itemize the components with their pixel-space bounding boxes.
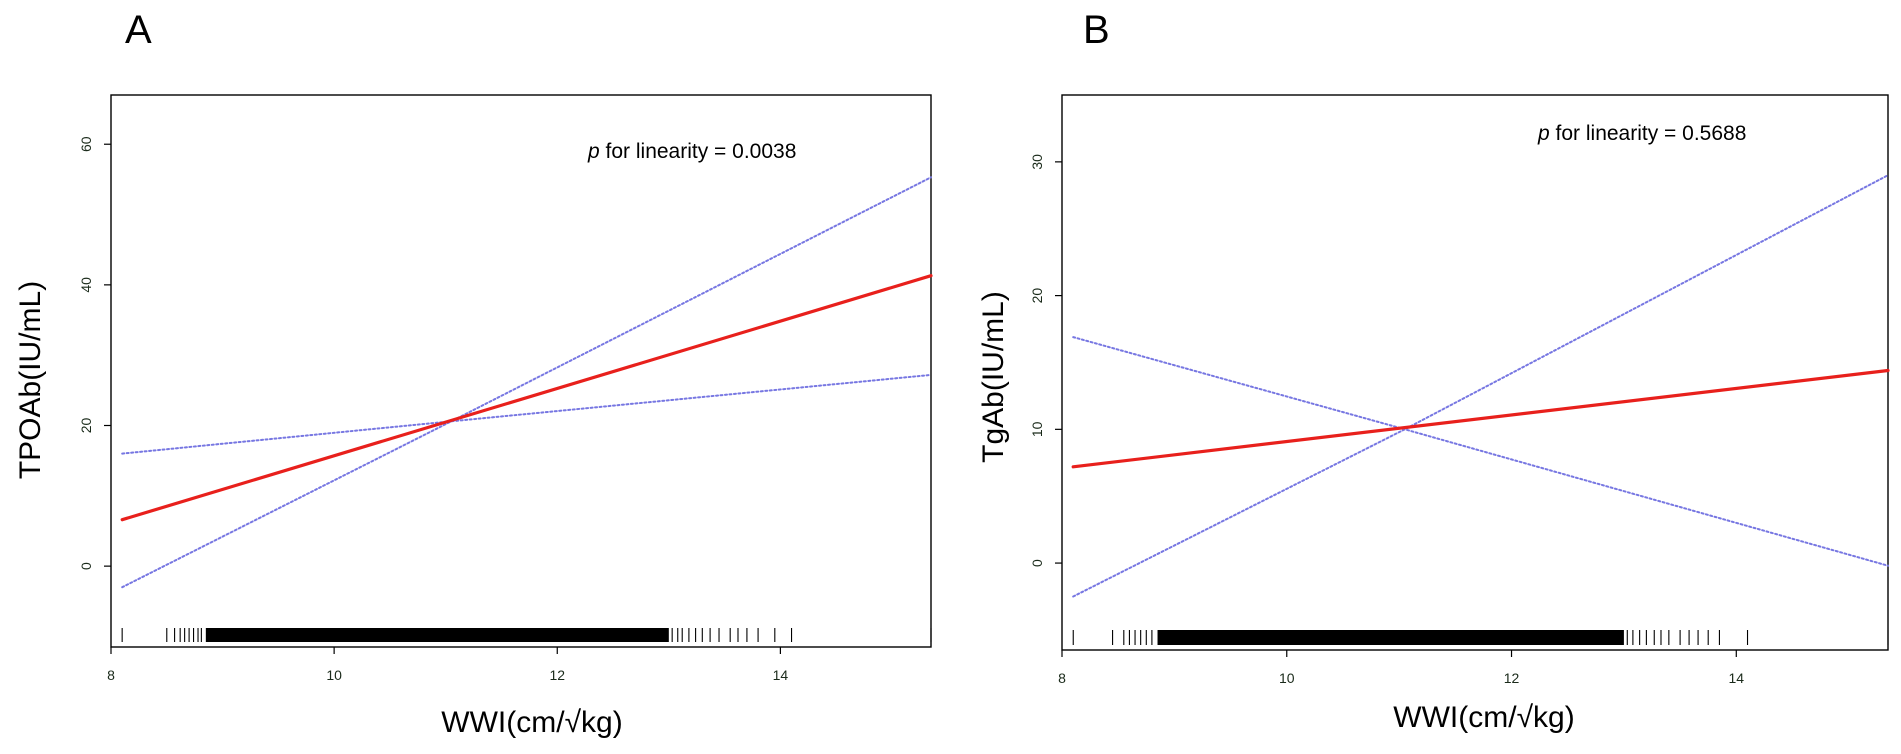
panel-a-x-axis-title: WWI(cm/√kg)	[441, 706, 622, 739]
panel-a-plot-frame	[110, 94, 932, 648]
panel-a-y-tick-label: 40	[78, 277, 94, 293]
panel-a-y-axis-title: TPOAb(IU/mL)	[14, 281, 47, 479]
panel-a-x-tick-label: 14	[773, 667, 789, 683]
panel-b-series	[1071, 174, 1890, 598]
panel-b-x-axis: 8 10 12 14	[1058, 650, 1744, 686]
panel-a-rug-dense-band	[205, 628, 669, 642]
panel-b-rug	[1072, 630, 1889, 645]
panel-b-x-tick-label: 8	[1058, 670, 1066, 686]
panel-b-estimate-line	[1071, 368, 1890, 469]
panel-b-lower-95-ci-line	[1072, 174, 1889, 598]
panel-a-x-tick-label: 12	[549, 667, 565, 683]
panel-a-linearity-annotation: p for linearity = 0.0038	[587, 140, 796, 163]
panel-a-y-tick-label: 20	[78, 417, 94, 433]
panel-b-y-tick-label: 10	[1029, 421, 1045, 437]
panel-b-y-tick-label: 0	[1029, 559, 1045, 567]
panel-a-rug	[121, 628, 932, 642]
panel-b-annotation-p: p	[1537, 122, 1550, 145]
panel-b-x-tick-label: 14	[1728, 670, 1744, 686]
panel-a-x-tick-label: 8	[107, 667, 115, 683]
panel-a-upper-95-ci-line	[121, 176, 932, 455]
panel-a-x-tick-label: 10	[326, 667, 342, 683]
panel-b-rug-dense-band	[1157, 630, 1624, 645]
panel-a: A 8 10 12 14 0 20 40 60 p for linearity = 0.00…	[14, 8, 933, 739]
panel-a-y-tick-label: 0	[78, 562, 94, 570]
panel-b-x-tick-label: 10	[1279, 670, 1295, 686]
panel-a-annotation-p: p	[587, 140, 600, 163]
panel-b-linearity-annotation: p for linearity = 0.5688	[1537, 122, 1746, 145]
panel-b-x-axis-title: WWI(cm/√kg)	[1393, 701, 1574, 734]
panel-b-letter: B	[1083, 8, 1110, 52]
panel-b: B 8 10 12 14 0 10 20 30 p for linearity = 0.56…	[977, 8, 1890, 734]
panel-a-annotation-text: for linearity = 0.0038	[600, 140, 797, 163]
panel-a-lower-95-ci-line	[121, 373, 932, 589]
panel-a-series	[120, 176, 933, 589]
panel-b-y-tick-label: 20	[1029, 288, 1045, 304]
panel-a-y-tick-label: 60	[78, 136, 94, 152]
panel-a-letter: A	[125, 8, 152, 52]
panel-a-x-axis: 8 10 12 14	[107, 647, 788, 683]
panel-b-x-tick-label: 12	[1504, 670, 1520, 686]
panel-b-plot-frame	[1061, 94, 1889, 651]
panel-a-estimate-line	[120, 274, 933, 522]
panel-a-y-axis: 0 20 40 60	[78, 136, 111, 570]
panel-b-y-axis-title: TgAb(IU/mL)	[977, 291, 1010, 463]
panel-b-y-axis: 0 10 20 30	[1029, 154, 1062, 567]
panel-b-annotation-text: for linearity = 0.5688	[1550, 122, 1747, 145]
panel-b-y-tick-label: 30	[1029, 154, 1045, 170]
